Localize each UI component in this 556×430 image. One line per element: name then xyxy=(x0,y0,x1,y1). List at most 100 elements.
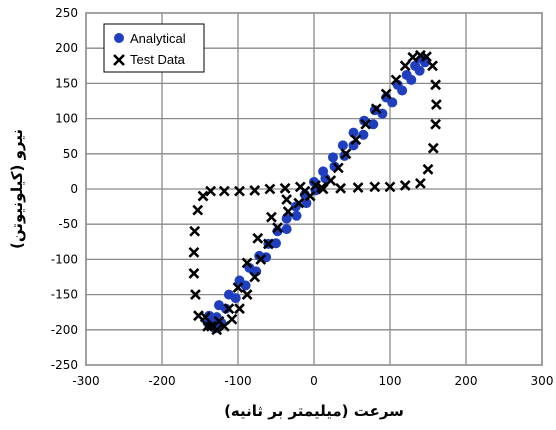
x-tick-label: -200 xyxy=(148,374,175,388)
test-data-point xyxy=(281,194,293,205)
x-axis-title: سرعت (میلیمتر بر ثانیه) xyxy=(224,402,404,420)
test-data-point xyxy=(249,271,261,283)
x-tick-label: -100 xyxy=(224,374,251,388)
test-data-point xyxy=(192,204,204,216)
test-data-point xyxy=(188,246,200,258)
test-data-point xyxy=(399,60,411,72)
x-tick-label: -300 xyxy=(72,374,99,388)
test-data-point xyxy=(213,315,225,327)
analytical-point xyxy=(328,152,338,163)
y-axis-title: نیرو (کیلونیوتن) xyxy=(8,129,26,249)
x-tick-labels: -300 -200 -100 0 100 200 300 xyxy=(72,374,553,388)
test-data-point xyxy=(380,88,392,100)
test-data-point xyxy=(189,225,201,237)
y-tick-label: 150 xyxy=(55,76,78,90)
analytical-point xyxy=(387,97,398,108)
test-data-point xyxy=(264,183,276,195)
test-data-point xyxy=(369,181,381,193)
y-tick-label: -250 xyxy=(51,358,78,372)
analytical-point xyxy=(291,210,302,221)
test-data-point xyxy=(234,303,245,315)
test-data-point xyxy=(266,211,277,223)
test-data-point xyxy=(223,303,235,315)
analytical-point xyxy=(397,85,408,96)
y-tick-label: -100 xyxy=(51,252,78,266)
test-data-point xyxy=(427,60,438,72)
y-tick-label: 0 xyxy=(70,182,78,196)
test-data-point xyxy=(350,134,362,146)
analytical-point xyxy=(348,127,359,138)
analytical-point xyxy=(301,198,312,209)
y-tick-label: 250 xyxy=(55,6,78,20)
test-data-point xyxy=(279,182,291,194)
test-data-point xyxy=(197,190,209,202)
plot-area: -300 -200 -100 0 100 200 300 -250-200-150-100-… xyxy=(51,6,554,388)
test-data-point xyxy=(352,182,364,194)
test-data-point xyxy=(188,268,200,279)
analytical-point xyxy=(406,74,417,85)
test-data-point xyxy=(232,282,244,293)
analytical-point xyxy=(414,65,425,76)
x-tick-label: 0 xyxy=(310,374,318,388)
legend-box xyxy=(103,23,205,73)
y-tick-label: -200 xyxy=(51,323,78,337)
test-data-point xyxy=(205,185,217,197)
test-data-point xyxy=(211,324,223,336)
test-data-point xyxy=(384,181,396,193)
test-data-point xyxy=(414,177,426,189)
test-data-point xyxy=(282,206,294,217)
test-data-point xyxy=(252,232,264,244)
test-data-point xyxy=(370,103,382,115)
test-data-point xyxy=(310,180,321,191)
analytical-point xyxy=(220,303,231,314)
test-data-point xyxy=(249,184,261,196)
legend-test-data-marker xyxy=(113,54,125,66)
y-tick-label: -150 xyxy=(51,288,78,302)
gridlines xyxy=(85,12,543,366)
test-data-point xyxy=(340,148,352,160)
test-data-point xyxy=(218,185,230,197)
test-data-point xyxy=(421,51,432,63)
legend-analytical-marker xyxy=(114,33,124,43)
analytical-point xyxy=(358,129,369,140)
test-data-point xyxy=(360,118,372,130)
test-data-point xyxy=(293,197,305,209)
y-tick-labels: -250 -200 -150 -100 -50 0 50 100 150 200 250 xyxy=(51,6,78,372)
test-data-point xyxy=(399,180,411,191)
x-tick-label: 100 xyxy=(379,374,402,388)
test-data-point xyxy=(427,142,439,154)
test-data-point xyxy=(241,289,253,301)
y-tick-label: 100 xyxy=(55,112,78,126)
y-tick-label: 200 xyxy=(55,41,78,55)
test-data-point xyxy=(199,311,211,323)
analytical-point xyxy=(271,238,281,249)
analytical-point xyxy=(281,224,292,235)
test-data-point xyxy=(430,99,442,110)
test-data-point xyxy=(407,51,419,63)
test-data-point xyxy=(430,79,442,91)
test-data-point xyxy=(255,253,267,265)
analytical-point xyxy=(240,280,251,291)
analytical-point xyxy=(230,293,241,304)
analytical-point xyxy=(368,119,379,130)
test-data-point xyxy=(272,222,283,234)
test-data-point xyxy=(325,175,337,186)
legend-test-data-label: Test Data xyxy=(130,52,186,67)
test-data-point xyxy=(332,162,344,174)
test-data-point xyxy=(430,118,442,130)
test-data-point xyxy=(390,74,402,86)
test-data-point xyxy=(190,289,201,301)
test-data-point xyxy=(234,185,245,197)
x-tick-label: 300 xyxy=(531,374,554,388)
test-data-point xyxy=(226,313,238,325)
test-data-point xyxy=(241,257,253,269)
legend: Analytical Test Data xyxy=(103,23,205,73)
legend-analytical-label: Analytical xyxy=(130,31,186,46)
y-tick-label: -50 xyxy=(58,217,78,231)
test-data-point xyxy=(202,320,214,332)
y-tick-label: 50 xyxy=(63,147,78,161)
analytical-point xyxy=(337,140,348,151)
test-data-point xyxy=(422,163,434,175)
test-data-point xyxy=(294,181,306,193)
